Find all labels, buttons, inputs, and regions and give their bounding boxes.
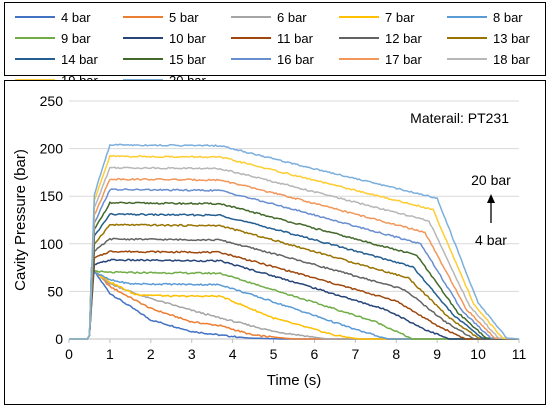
series-line [69,201,519,340]
legend-swatch [123,16,163,18]
legend-item: 11 bar [231,28,313,48]
legend-item: 18 bar [447,49,530,69]
legend-label: 16 bar [277,51,314,67]
x-tick-label: 2 [147,346,155,362]
y-tick-label: 100 [40,236,64,252]
y-tick-label: 0 [55,331,63,347]
legend-item: 9 bar [15,28,91,48]
series-line [69,237,519,340]
legend-item: 10 bar [123,28,206,48]
legend-label: 5 bar [169,9,199,25]
x-tick-label: 0 [65,346,73,362]
arrow-bottom-label: 4 bar [475,232,507,248]
legend-swatch [447,16,487,18]
series-line [69,250,519,340]
legend-label: 13 bar [493,30,530,46]
legend-label: 11 bar [277,30,313,46]
legend-label: 15 bar [169,51,206,67]
legend-item: 17 bar [339,49,422,69]
series-lines [69,143,520,340]
x-tick-label: 3 [188,346,196,362]
legend-item: 16 bar [231,49,314,69]
legend-swatch [339,16,379,18]
series-line [69,154,520,340]
arrow-top-label: 20 bar [471,172,511,188]
legend-label: 14 bar [61,51,98,67]
x-tick-label: 11 [512,346,527,362]
legend-label: 17 bar [385,51,422,67]
x-tick-label: 10 [470,346,486,362]
x-tick-label: 8 [392,346,400,362]
legend-swatch [15,16,55,18]
legend-swatch [339,37,379,39]
series-line [69,188,520,340]
y-tick-label: 150 [40,188,64,204]
legend-swatch [231,16,271,18]
x-tick-label: 5 [270,346,278,362]
legend-item: 8 bar [447,7,523,27]
x-tick-label: 1 [106,346,114,362]
y-tick-label: 50 [47,283,63,299]
series-line [69,258,519,340]
direction-arrow-head [487,194,495,203]
legend-swatch [231,58,271,60]
legend-item: 12 bar [339,28,422,48]
legend-item: 13 bar [447,28,530,48]
legend-label: 18 bar [493,51,530,67]
legend-label: 7 bar [385,9,415,25]
legend-item: 14 bar [15,49,98,69]
legend-swatch [339,58,379,60]
legend-label: 10 bar [169,30,206,46]
material-annotation: Materail: PT231 [410,110,509,126]
legend-swatch [447,58,487,60]
legend-swatch [231,37,271,39]
x-tick-label: 9 [433,346,441,362]
legend-swatch [15,37,55,39]
legend-label: 9 bar [61,30,91,46]
legend-item: 6 bar [231,7,307,27]
legend-label: 12 bar [385,30,422,46]
y-tick-label: 200 [40,141,64,157]
legend-swatch [447,37,487,39]
series-line [69,166,520,340]
series-line [69,212,519,340]
labels: 0 50 100 150 200 250 0 1 2 3 4 5 6 7 8 9 10 11 Time (s) Cav… [12,93,526,389]
legend-swatch [15,58,55,60]
cavity-pressure-chart: 0 50 100 150 200 250 0 1 2 3 4 5 6 7 8 9 10 11 Time (s) Cav… [12,93,526,389]
legend-label: 4 bar [61,9,91,25]
series-line [69,177,520,340]
legend-swatch [123,37,163,39]
y-tick-label: 250 [40,93,64,109]
legend-swatch [123,58,163,60]
legend-label: 6 bar [277,9,307,25]
x-tick-label: 7 [351,346,359,362]
x-axis-title: Time (s) [267,372,321,389]
x-tick-label: 4 [229,346,237,362]
legend-label: 8 bar [493,9,523,25]
legend-item: 5 bar [123,7,199,27]
legend-item: 15 bar [123,49,206,69]
legend-item: 7 bar [339,7,415,27]
series-line [69,269,519,340]
legend-item: 4 bar [15,7,91,27]
series-line [69,223,519,340]
legend: 4 bar 5 bar 6 bar 7 bar 8 bar 9 bar 10 bar 11 b… [4,2,546,88]
x-tick-label: 6 [311,346,319,362]
chart-panel: 0 50 100 150 200 250 0 1 2 3 4 5 6 7 8 9 10 11 Time (s) Cav… [4,80,546,405]
gridlines [69,100,519,292]
series-line [69,143,520,340]
y-axis-title: Cavity Pressure (bar) [12,149,29,291]
